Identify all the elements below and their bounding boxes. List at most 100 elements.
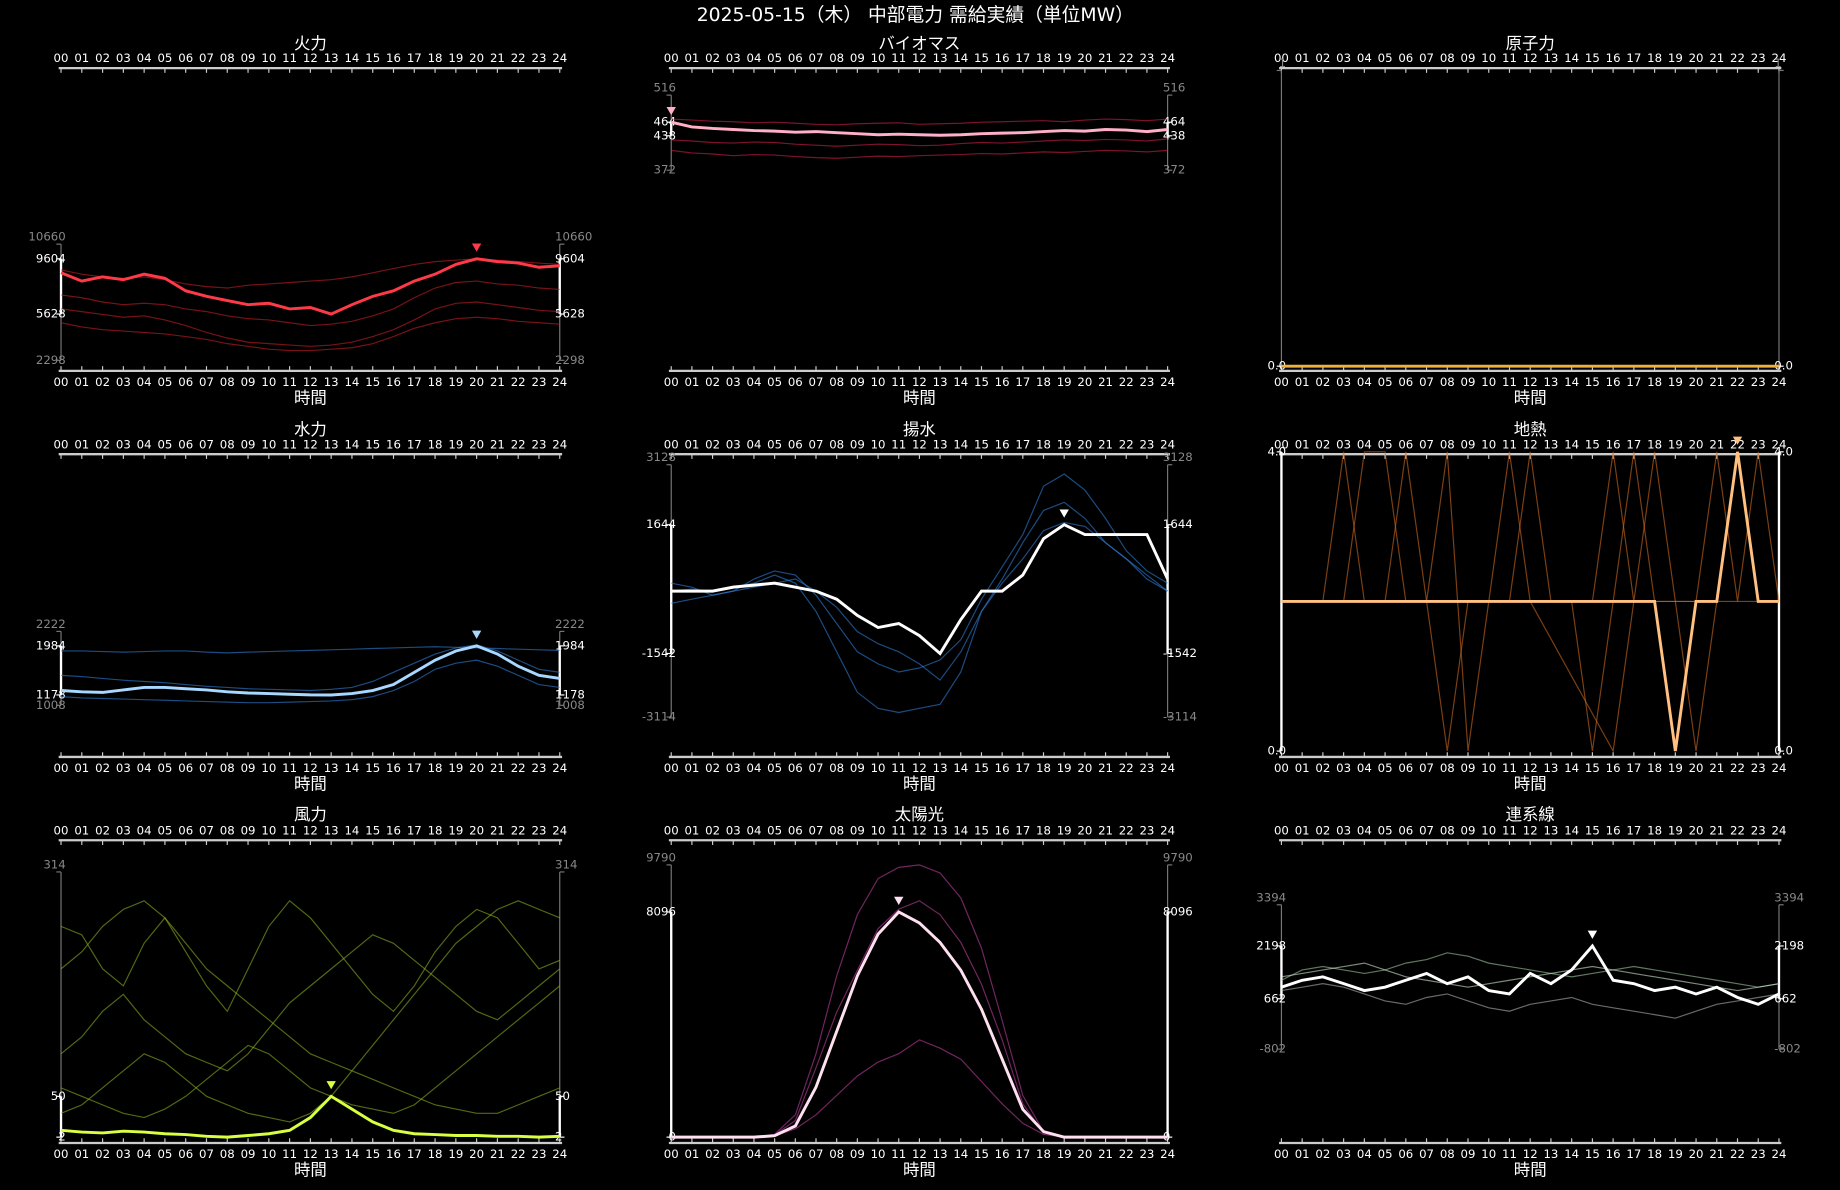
x-tick-label: 08 [829, 51, 844, 65]
highlight-line [671, 910, 1168, 1139]
y-limit-label: 1008 [36, 698, 66, 712]
x-tick-label: 21 [490, 375, 505, 389]
x-axis-label: 時間 [903, 389, 936, 408]
x-tick-label: 10 [261, 437, 276, 451]
y-limit-label: 3128 [646, 450, 676, 464]
x-tick-label: 15 [365, 823, 380, 837]
x-tick-label: 13 [933, 823, 948, 837]
x-tick-label: 14 [344, 437, 359, 451]
x-tick-label: 15 [974, 1147, 989, 1161]
x-tick-label: 10 [871, 823, 886, 837]
x-tick-label: 03 [1336, 51, 1351, 65]
x-tick-label: 19 [448, 437, 463, 451]
x-tick-label: 01 [1295, 1147, 1310, 1161]
x-tick-label: 21 [1098, 1147, 1113, 1161]
x-tick-label: 24 [1772, 761, 1787, 775]
x-tick-label: 09 [241, 51, 256, 65]
x-tick-label: 15 [365, 761, 380, 775]
x-tick-label: 09 [1461, 1147, 1476, 1161]
x-tick-label: 24 [1160, 51, 1175, 65]
x-tick-label: 02 [705, 823, 720, 837]
x-tick-label: 02 [95, 437, 110, 451]
x-tick-label: 15 [1585, 823, 1600, 837]
x-tick-label: 22 [1730, 51, 1745, 65]
x-tick-label: 22 [1730, 1147, 1745, 1161]
x-tick-label: 07 [199, 51, 214, 65]
x-tick-label: 23 [532, 51, 547, 65]
history-line [671, 149, 1168, 159]
x-tick-label: 20 [469, 823, 484, 837]
x-tick-label: 14 [344, 51, 359, 65]
x-tick-label: 00 [54, 823, 69, 837]
x-tick-label: 00 [54, 437, 69, 451]
x-tick-label: 15 [365, 1147, 380, 1161]
x-tick-label: 08 [220, 823, 235, 837]
x-tick-label: 24 [552, 437, 567, 451]
x-tick-label: 00 [664, 437, 679, 451]
x-tick-label: 14 [344, 375, 359, 389]
x-tick-label: 11 [282, 375, 297, 389]
x-tick-label: 21 [1098, 51, 1113, 65]
x-tick-label: 12 [1523, 761, 1538, 775]
peak-marker [326, 1081, 336, 1090]
x-tick-label: 02 [1315, 1147, 1330, 1161]
y-tick-label: 4.0 [1267, 444, 1286, 458]
panel-title: 風力 [294, 805, 327, 824]
y-limit-label: -3114 [642, 710, 676, 724]
x-tick-label: 08 [1440, 823, 1455, 837]
x-tick-label: 16 [995, 437, 1010, 451]
x-tick-label: 11 [891, 761, 906, 775]
x-tick-label: 19 [1057, 51, 1072, 65]
x-tick-label: 00 [54, 761, 69, 775]
x-axis-label: 時間 [1514, 1161, 1547, 1180]
x-tick-label: 17 [1015, 823, 1030, 837]
x-tick-label: 12 [303, 51, 318, 65]
x-tick-label: 01 [74, 823, 89, 837]
history-line [60, 900, 560, 1114]
x-tick-label: 03 [726, 375, 741, 389]
x-tick-label: 11 [1502, 375, 1517, 389]
x-tick-label: 05 [767, 761, 782, 775]
highlight-line [60, 1094, 560, 1139]
x-tick-label: 03 [1336, 761, 1351, 775]
y-limit-label: 9790 [1163, 850, 1193, 864]
x-tick-label: 05 [767, 437, 782, 451]
x-tick-label: 11 [282, 761, 297, 775]
x-tick-label: 21 [490, 51, 505, 65]
x-tick-label: 04 [137, 761, 152, 775]
x-tick-label: 09 [1461, 437, 1476, 451]
x-tick-label: 18 [1036, 823, 1051, 837]
x-tick-label: 18 [1036, 761, 1051, 775]
x-tick-label: 00 [1274, 375, 1289, 389]
x-tick-label: 19 [448, 823, 463, 837]
x-tick-label: 00 [1274, 437, 1289, 451]
x-tick-label: 04 [746, 437, 761, 451]
x-tick-label: 10 [871, 761, 886, 775]
x-tick-label: 12 [912, 375, 927, 389]
highlight-line [1280, 943, 1780, 1006]
x-tick-label: 22 [1730, 761, 1745, 775]
x-tick-label: 07 [1419, 761, 1434, 775]
x-tick-label: 07 [199, 823, 214, 837]
x-tick-label: 21 [490, 761, 505, 775]
x-tick-label: 03 [726, 823, 741, 837]
x-tick-label: 09 [1461, 823, 1476, 837]
highlight-line [1281, 451, 1779, 752]
x-tick-label: 02 [1315, 51, 1330, 65]
x-axis-label: 時間 [294, 775, 327, 794]
x-tick-label: 13 [324, 375, 339, 389]
x-tick-label: 04 [137, 1147, 152, 1161]
y-tick-label: 438 [1163, 128, 1185, 142]
x-tick-label: 11 [1502, 51, 1517, 65]
x-tick-label: 23 [1751, 761, 1766, 775]
x-tick-label: 17 [1015, 437, 1030, 451]
x-tick-label: 21 [1709, 437, 1724, 451]
x-tick-label: 05 [1378, 437, 1393, 451]
x-tick-label: 06 [1398, 375, 1413, 389]
x-tick-label: 14 [1564, 823, 1579, 837]
x-tick-label: 06 [788, 823, 803, 837]
x-tick-label: 23 [532, 437, 547, 451]
x-tick-label: 22 [1119, 375, 1134, 389]
x-tick-label: 20 [1689, 1147, 1704, 1161]
x-tick-label: 13 [1543, 823, 1558, 837]
